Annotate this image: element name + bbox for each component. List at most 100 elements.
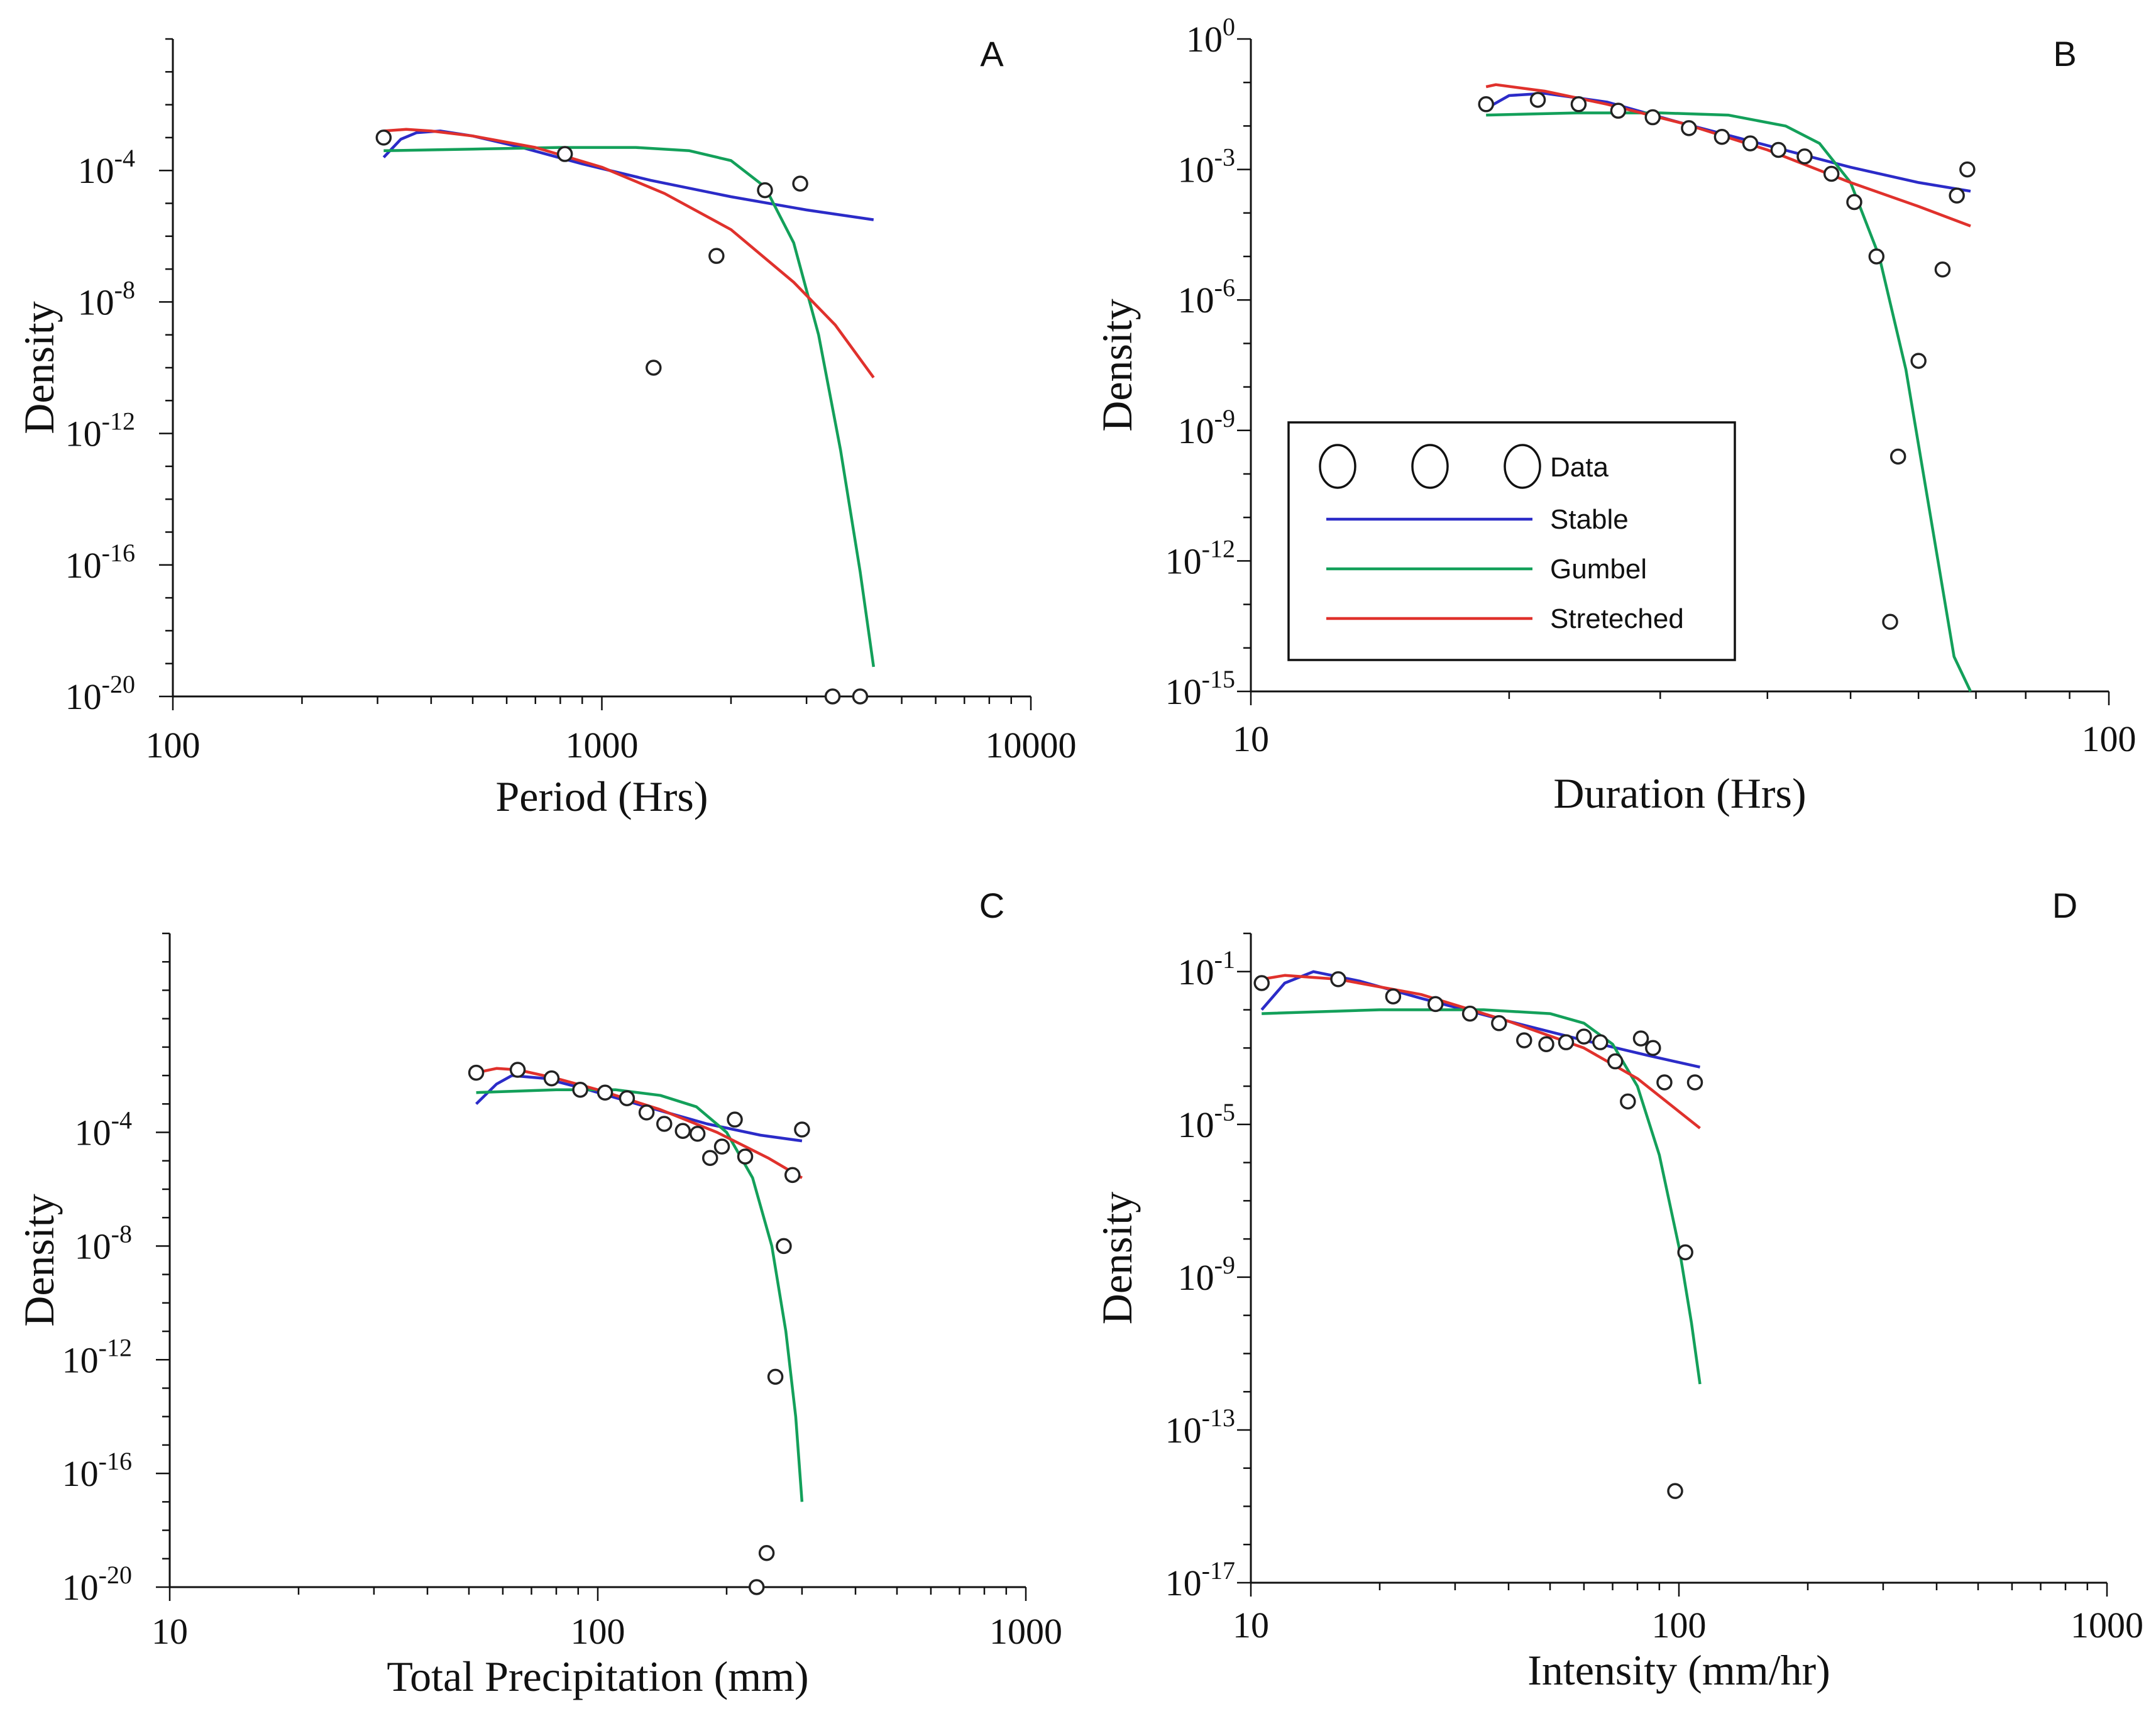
y-tick-label: 10-12	[65, 407, 135, 454]
data-point	[646, 360, 662, 376]
data-point	[701, 1150, 718, 1166]
data-point	[713, 1138, 730, 1155]
data-point	[1516, 1032, 1532, 1048]
data-point	[1796, 148, 1813, 165]
panel-label: C	[979, 886, 1004, 925]
panel-B: 10 100 100 10-3 10-6 10-9 10-12 10-15 Duration (…	[1093, 13, 2137, 817]
data-point	[1742, 135, 1759, 151]
x-axis-title: Intensity (mm/hr)	[1527, 1646, 1830, 1694]
data-point	[1558, 1034, 1575, 1050]
data-point	[1491, 1015, 1507, 1031]
data-point	[1592, 1034, 1609, 1050]
data-point	[1846, 194, 1862, 211]
series-stable-line	[382, 129, 874, 221]
legend-data-marker	[1319, 444, 1356, 489]
data-point	[748, 1579, 765, 1595]
y-tick-label: 10-6	[1178, 273, 1235, 321]
data-point	[375, 129, 392, 146]
data-point	[572, 1081, 588, 1098]
data-point	[1681, 120, 1697, 136]
y-tick-label: 10-9	[1178, 404, 1235, 451]
data-point	[689, 1126, 706, 1142]
data-point	[1823, 165, 1840, 182]
data-point	[597, 1084, 613, 1101]
data-point	[674, 1123, 691, 1140]
x-tick-label: 10	[1233, 718, 1269, 759]
x-tick-label: 100	[2082, 718, 2137, 759]
y-tick-label: 10-20	[62, 1561, 132, 1608]
data-point	[1529, 92, 1546, 108]
x-tick-label: 10000	[986, 725, 1077, 766]
y-tick-label: 10-8	[78, 275, 135, 322]
panel-label: A	[980, 34, 1004, 74]
x-tick-label: 1000	[989, 1611, 1062, 1652]
data-point	[1656, 1074, 1673, 1091]
data-point	[1910, 353, 1927, 369]
y-tick-label: 10-12	[62, 1333, 132, 1380]
data-point	[737, 1148, 754, 1165]
data-point	[1570, 96, 1587, 113]
data-point	[543, 1070, 560, 1087]
data-point	[852, 688, 869, 705]
data-point	[1713, 128, 1730, 145]
data-point	[509, 1062, 526, 1078]
data-point	[1538, 1036, 1554, 1052]
series-stable-line	[475, 1074, 803, 1143]
y-tick-label: 100	[1186, 13, 1235, 60]
y-tick-label: 10-17	[1165, 1556, 1235, 1603]
legend-label-gumbel: Gumbel	[1550, 554, 1647, 585]
y-tick-label: 10-20	[65, 670, 135, 717]
data-point	[708, 248, 725, 264]
y-tick-label: 10-13	[1165, 1404, 1235, 1451]
x-tick-label: 100	[146, 725, 201, 766]
y-tick-label: 10-4	[75, 1106, 132, 1153]
y-tick-label: 10-5	[1178, 1098, 1235, 1145]
data-point	[1934, 261, 1951, 278]
y-tick-label: 10-3	[1178, 143, 1235, 190]
data-point	[1620, 1093, 1636, 1110]
legend-data-marker	[1504, 444, 1541, 489]
data-point	[1478, 96, 1494, 113]
series-gumbel-line	[383, 146, 876, 668]
data-point	[758, 1544, 775, 1561]
y-tick-label: 10-9	[1178, 1251, 1235, 1298]
y-tick-label: 10-16	[65, 539, 135, 586]
y-tick-label: 10-16	[62, 1447, 132, 1494]
series-streteched-line	[1485, 83, 1971, 228]
data-point	[824, 688, 841, 705]
data-point	[656, 1116, 673, 1132]
data-point	[1632, 1030, 1649, 1047]
data-point	[1686, 1074, 1703, 1091]
data-point	[1644, 109, 1661, 126]
data-point	[619, 1090, 635, 1107]
y-tick-label: 10-15	[1165, 665, 1235, 712]
data-point	[1461, 1005, 1478, 1022]
x-tick-label: 1000	[2071, 1605, 2143, 1646]
panel-label: B	[2053, 34, 2076, 74]
data-point	[638, 1104, 655, 1121]
data-point	[1576, 1028, 1592, 1045]
data-point	[1677, 1244, 1693, 1261]
x-tick-label: 10	[1233, 1605, 1269, 1646]
panel-A: 100 1000 10000 10-4 10-8 10-12 10-16 10-20 Perio…	[15, 34, 1077, 820]
data-point	[1607, 1053, 1624, 1070]
series-gumbel-line	[1262, 1008, 1702, 1385]
data-point	[1330, 971, 1346, 987]
series-streteched-line	[476, 1067, 803, 1179]
data-point	[767, 1368, 784, 1385]
data-point	[727, 1111, 743, 1128]
y-tick-label: 10-8	[75, 1219, 132, 1267]
data-point	[1868, 248, 1885, 265]
data-point	[1959, 161, 1976, 178]
data-point	[468, 1064, 485, 1081]
data-point	[1610, 102, 1627, 119]
x-tick-label: 100	[571, 1611, 625, 1652]
data-point	[757, 182, 773, 199]
y-axis-title: Density	[15, 1194, 63, 1327]
y-axis-title: Density	[15, 301, 63, 434]
data-point	[1770, 141, 1787, 158]
y-axis-title: Density	[1093, 1192, 1141, 1325]
legend-label-stable: Stable	[1550, 504, 1629, 535]
data-point	[784, 1167, 801, 1184]
panel-label: D	[2052, 886, 2077, 925]
